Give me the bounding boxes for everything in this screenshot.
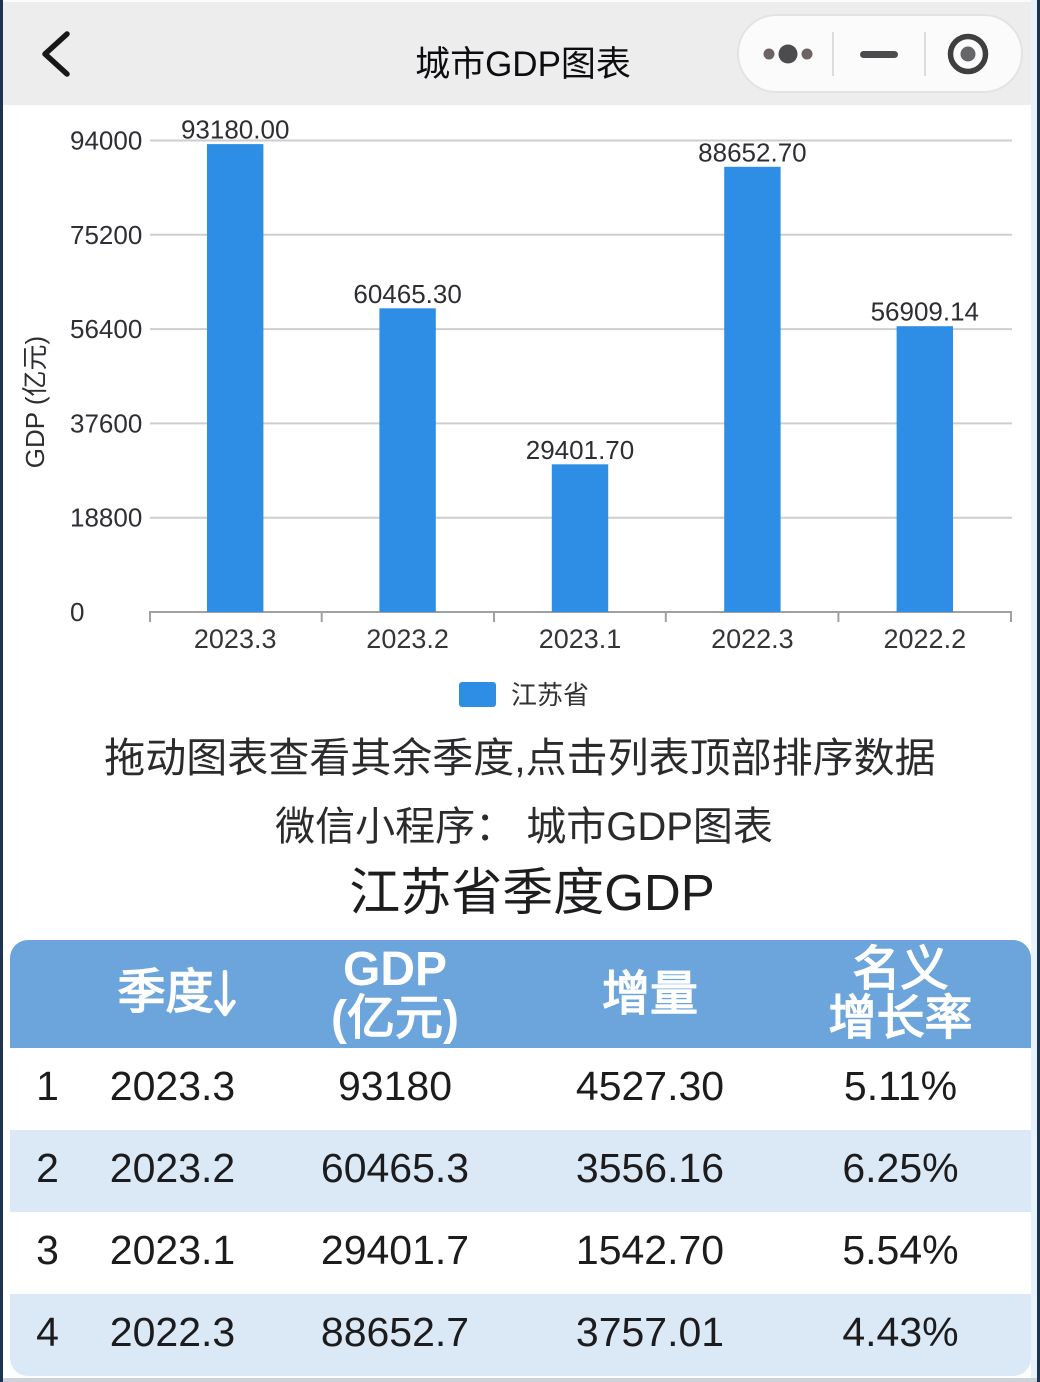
svg-text:2022.2: 2022.2 (884, 624, 967, 654)
svg-text:2023.3: 2023.3 (194, 624, 277, 654)
svg-text:93180.00: 93180.00 (181, 115, 289, 145)
svg-text:60465.30: 60465.30 (353, 279, 461, 309)
svg-text:18800: 18800 (70, 503, 142, 533)
svg-text:37600: 37600 (70, 408, 142, 438)
svg-text:56400: 56400 (70, 314, 142, 344)
svg-text:2023.1: 2023.1 (539, 624, 622, 654)
svg-text:88652.70: 88652.70 (698, 137, 806, 167)
svg-text:75200: 75200 (70, 220, 142, 250)
svg-text:2023.2: 2023.2 (366, 624, 449, 654)
svg-text:56909.14: 56909.14 (871, 297, 979, 327)
svg-text:2022.3: 2022.3 (711, 624, 794, 654)
svg-text:94000: 94000 (70, 126, 142, 156)
svg-text:GDP (亿元): GDP (亿元) (20, 336, 50, 468)
svg-text:0: 0 (70, 597, 84, 627)
svg-text:江苏省: 江苏省 (511, 680, 589, 710)
svg-text:29401.70: 29401.70 (526, 435, 634, 465)
